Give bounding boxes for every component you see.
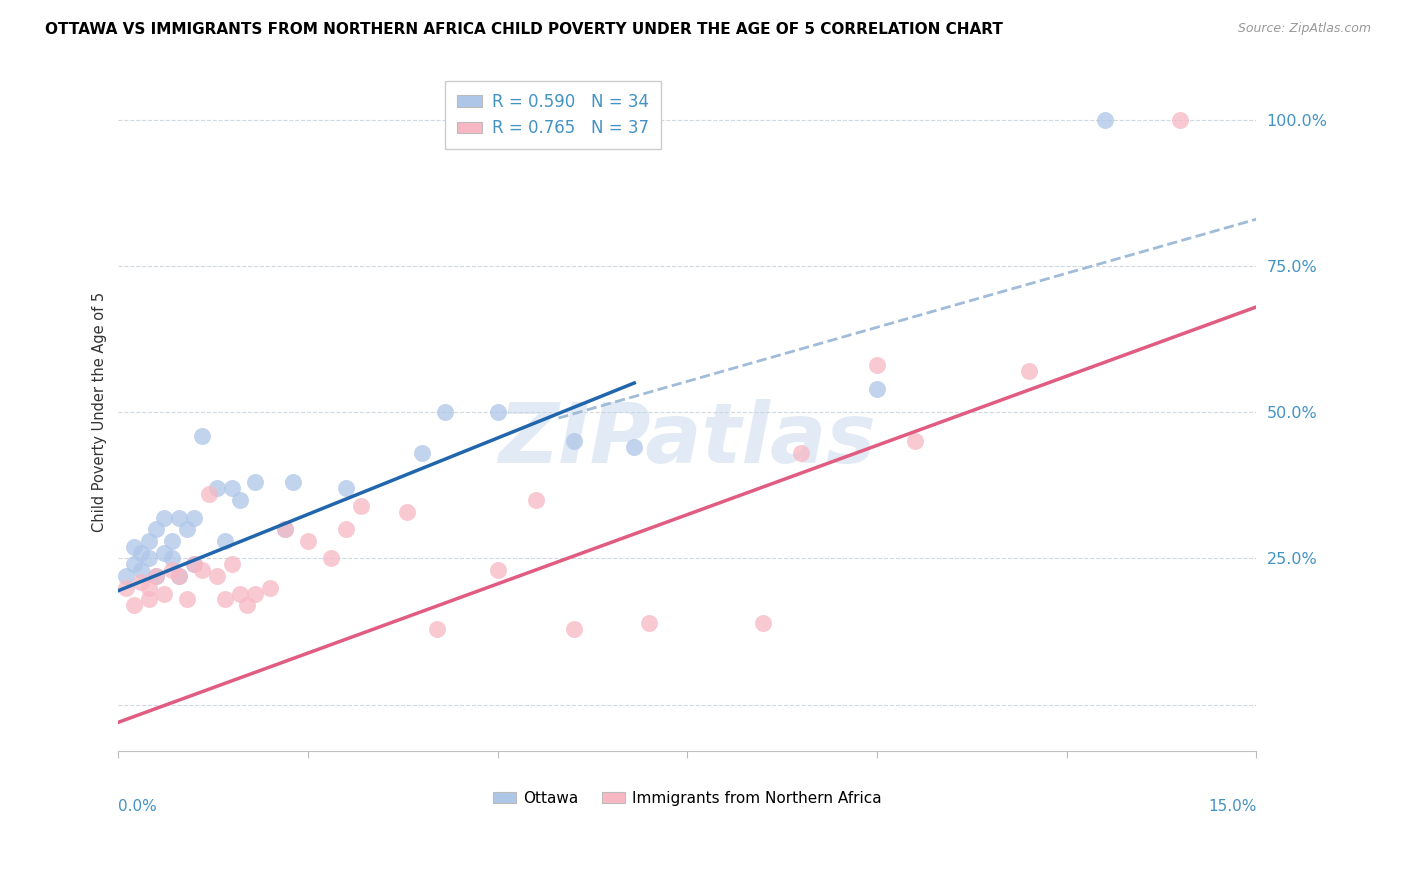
Point [153,586,176,600]
Point [236,599,259,613]
Point [335,522,357,536]
Point [752,615,775,630]
Point [176,522,198,536]
Point [129,546,152,560]
Point [1018,364,1040,378]
Point [122,558,145,572]
Point [122,540,145,554]
Point [486,563,509,577]
Point [191,428,214,442]
Point [229,493,252,508]
Point [623,440,645,454]
Point [167,569,190,583]
Y-axis label: Child Poverty Under the Age of 5: Child Poverty Under the Age of 5 [93,293,107,533]
Point [297,533,319,548]
Point [115,581,138,595]
Point [1170,112,1192,127]
Point [214,592,236,607]
Legend: Ottawa, Immigrants from Northern Africa: Ottawa, Immigrants from Northern Africa [486,784,889,812]
Point [486,405,509,419]
Point [904,434,927,449]
Point [395,505,418,519]
Text: OTTAWA VS IMMIGRANTS FROM NORTHERN AFRICA CHILD POVERTY UNDER THE AGE OF 5 CORRE: OTTAWA VS IMMIGRANTS FROM NORTHERN AFRIC… [45,22,1002,37]
Point [205,481,228,495]
Point [562,622,585,636]
Text: Source: ZipAtlas.com: Source: ZipAtlas.com [1237,22,1371,36]
Point [153,510,176,524]
Text: 15.0%: 15.0% [1208,799,1257,814]
Point [221,558,243,572]
Point [198,487,221,501]
Point [866,382,889,396]
Point [214,533,236,548]
Point [160,551,183,566]
Point [167,510,190,524]
Point [243,475,266,490]
Point [183,558,205,572]
Text: 0.0%: 0.0% [118,799,157,814]
Point [183,510,205,524]
Point [221,481,243,495]
Point [433,405,456,419]
Point [183,558,205,572]
Point [138,592,160,607]
Point [335,481,357,495]
Point [145,569,167,583]
Point [524,493,547,508]
Point [350,499,373,513]
Point [319,551,342,566]
Point [866,359,889,373]
Point [274,522,297,536]
Point [115,569,138,583]
Point [145,569,167,583]
Point [411,446,433,460]
Point [138,551,160,566]
Point [138,533,160,548]
Point [122,599,145,613]
Point [426,622,449,636]
Point [1094,112,1116,127]
Point [160,563,183,577]
Point [638,615,661,630]
Point [129,574,152,589]
Point [145,522,167,536]
Point [176,592,198,607]
Point [153,546,176,560]
Point [281,475,304,490]
Point [160,533,183,548]
Point [259,581,281,595]
Point [562,434,585,449]
Point [191,563,214,577]
Point [790,446,813,460]
Point [243,586,266,600]
Text: ZIPatlas: ZIPatlas [499,399,876,480]
Point [167,569,190,583]
Point [274,522,297,536]
Point [229,586,252,600]
Point [129,563,152,577]
Point [138,581,160,595]
Point [205,569,228,583]
